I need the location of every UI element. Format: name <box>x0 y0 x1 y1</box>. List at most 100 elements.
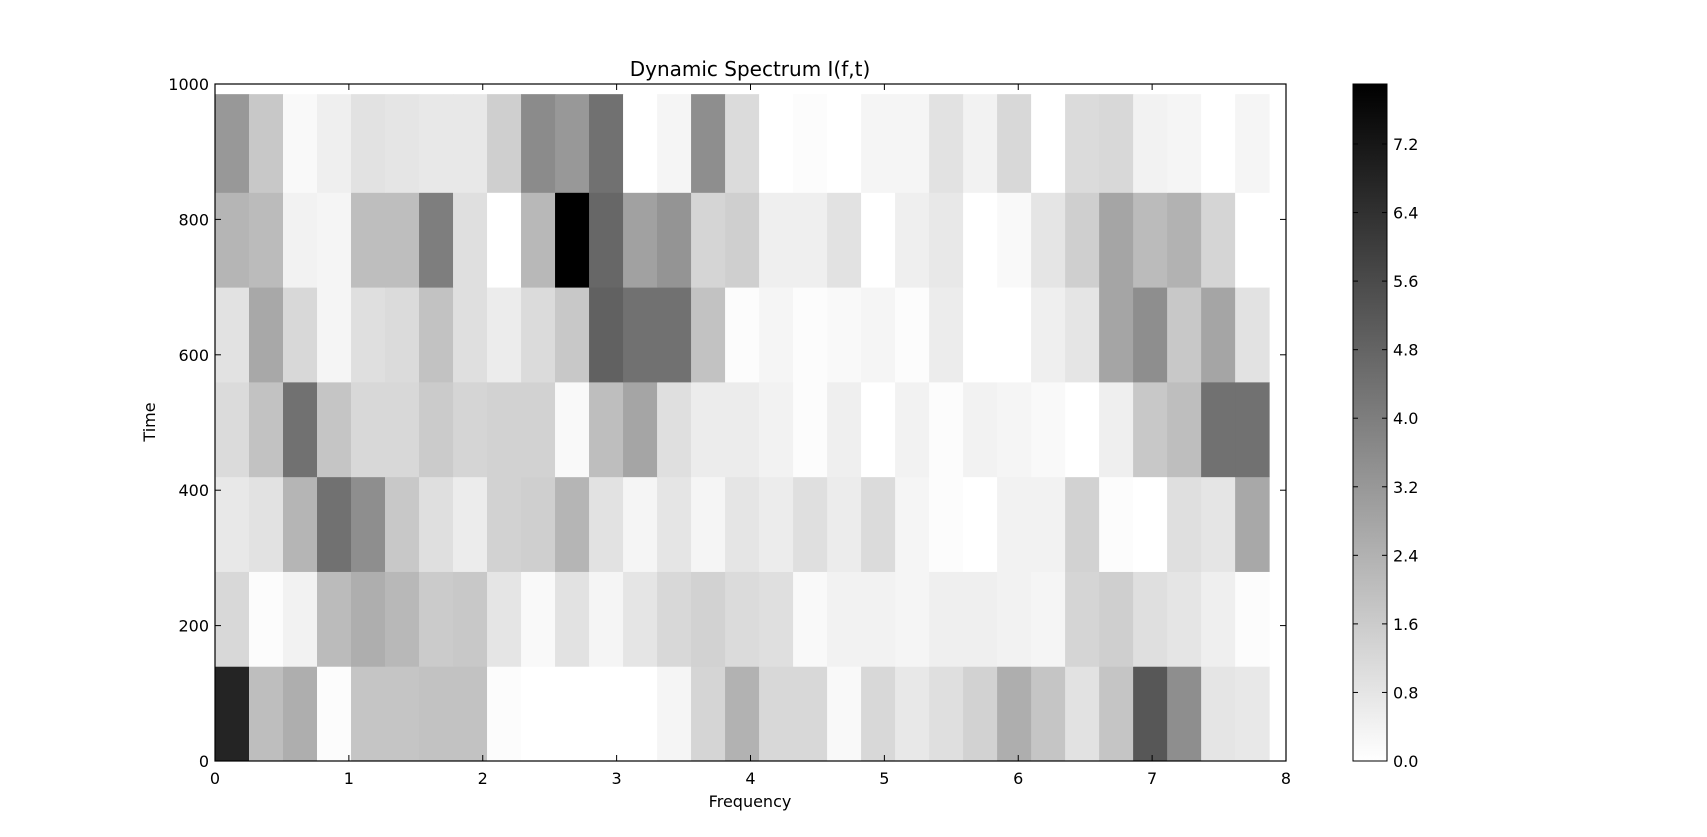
x-tick-label: 1 <box>344 769 354 788</box>
heatmap-cell <box>929 287 964 383</box>
heatmap-cell <box>657 666 692 762</box>
heatmap-cell <box>1235 476 1270 572</box>
heatmap-cell <box>895 192 930 288</box>
heatmap-cell <box>623 666 658 762</box>
colorbar-tick-label: 0.0 <box>1393 752 1418 771</box>
y-axis-label: Time <box>140 402 159 442</box>
heatmap-cell <box>419 381 454 478</box>
heatmap-cell <box>487 287 522 383</box>
x-tick-label: 2 <box>478 769 488 788</box>
colorbar-tick-label: 7.2 <box>1393 135 1418 154</box>
heatmap-cell <box>997 287 1032 383</box>
heatmap-cell <box>691 476 726 572</box>
colorbar-tick-label: 4.0 <box>1393 409 1418 428</box>
x-tick-label: 8 <box>1281 769 1291 788</box>
heatmap-cell <box>453 666 488 762</box>
heatmap-cell <box>1133 192 1168 288</box>
heatmap-cell <box>997 476 1032 572</box>
heatmap-cell <box>997 94 1032 193</box>
heatmap-cell <box>1167 666 1202 762</box>
heatmap-cell <box>827 571 862 667</box>
heatmap-cell <box>1031 287 1066 383</box>
heatmap-cell <box>1099 192 1134 288</box>
heatmap-cell <box>1031 192 1066 288</box>
heatmap-cell <box>589 476 624 572</box>
heatmap-cell <box>1133 666 1168 762</box>
heatmap-cell <box>827 287 862 383</box>
heatmap-cell <box>521 287 556 383</box>
heatmap-cell <box>419 287 454 383</box>
heatmap-cell <box>759 94 794 193</box>
heatmap-cell <box>963 94 998 193</box>
heatmap-cell <box>521 381 556 478</box>
heatmap-cell <box>1065 192 1100 288</box>
x-tick-label: 7 <box>1147 769 1157 788</box>
heatmap-cell <box>453 381 488 478</box>
heatmap-cell <box>589 94 624 193</box>
heatmap-cell <box>861 192 896 288</box>
heatmap-cell <box>895 571 930 667</box>
heatmap-cell <box>453 192 488 288</box>
heatmap-cell <box>419 571 454 667</box>
heatmap-cell <box>759 666 794 762</box>
heatmap-cell <box>589 287 624 383</box>
heatmap-cell <box>997 666 1032 762</box>
x-tick-label: 0 <box>210 769 220 788</box>
heatmap-cell <box>351 666 386 762</box>
heatmap-cell <box>419 476 454 572</box>
heatmap-cell <box>963 287 998 383</box>
heatmap-cell <box>997 571 1032 667</box>
heatmap-cell <box>1133 476 1168 572</box>
x-tick-label: 4 <box>745 769 755 788</box>
heatmap-cell <box>1201 666 1236 762</box>
heatmap-cell <box>1167 476 1202 572</box>
heatmap-cell <box>283 381 318 478</box>
heatmap-cell <box>1133 381 1168 478</box>
heatmap-cell <box>385 476 420 572</box>
heatmap-cell <box>725 94 760 193</box>
heatmap-cell <box>929 476 964 572</box>
heatmap-cell <box>963 192 998 288</box>
heatmap-cell <box>1235 287 1270 383</box>
heatmap-cell <box>759 571 794 667</box>
heatmap-cells <box>215 94 1270 762</box>
heatmap-cell <box>895 94 930 193</box>
heatmap-cell <box>521 476 556 572</box>
heatmap-cell <box>895 287 930 383</box>
heatmap-cell <box>861 571 896 667</box>
y-tick-label: 400 <box>178 481 209 500</box>
heatmap-cell <box>793 381 828 478</box>
heatmap-cell <box>283 571 318 667</box>
x-tick-label: 3 <box>612 769 622 788</box>
colorbar <box>1352 83 1388 762</box>
heatmap-cell <box>1201 476 1236 572</box>
heatmap-cell <box>793 94 828 193</box>
heatmap-cell <box>419 666 454 762</box>
heatmap-cell <box>963 571 998 667</box>
heatmap-cell <box>691 666 726 762</box>
heatmap-cell <box>385 571 420 667</box>
heatmap-cell <box>521 192 556 288</box>
heatmap-cell <box>1099 571 1134 667</box>
heatmap-cell <box>521 666 556 762</box>
heatmap-cell <box>1065 666 1100 762</box>
heatmap-cell <box>657 94 692 193</box>
heatmap-cell <box>487 666 522 762</box>
heatmap-cell <box>249 94 284 193</box>
heatmap-cell <box>657 571 692 667</box>
heatmap-cell <box>351 476 386 572</box>
heatmap-cell <box>657 476 692 572</box>
heatmap-cell <box>317 381 352 478</box>
heatmap-cell <box>963 666 998 762</box>
heatmap-cell <box>725 192 760 288</box>
heatmap-cell <box>759 287 794 383</box>
heatmap-cell <box>827 476 862 572</box>
heatmap-cell <box>249 287 284 383</box>
chart-title: Dynamic Spectrum I(f,t) <box>630 57 871 81</box>
heatmap-cell <box>827 666 862 762</box>
heatmap-cell <box>691 287 726 383</box>
heatmap-cell <box>861 94 896 193</box>
heatmap-cell <box>1235 94 1270 193</box>
heatmap-cell <box>215 94 250 193</box>
